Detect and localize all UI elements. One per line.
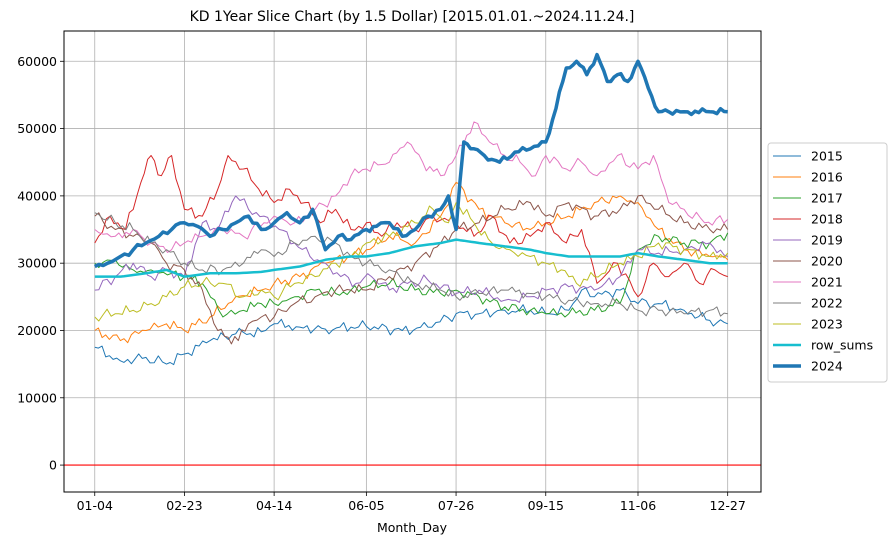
x-axis-label: Month_Day [377, 520, 448, 535]
y-tick-label: 20000 [17, 323, 57, 338]
legend-label: 2019 [811, 233, 843, 248]
x-tick-label: 01-04 [77, 498, 113, 513]
legend-label: 2021 [811, 275, 843, 290]
x-tick-label: 04-14 [256, 498, 292, 513]
series-line-2016 [94, 181, 729, 344]
x-tick-label: 02-23 [166, 498, 202, 513]
series-line-2021 [94, 121, 729, 253]
legend-label: 2020 [811, 254, 843, 269]
series-line-row_sums [94, 238, 728, 278]
x-tick-label: 06-05 [348, 498, 384, 513]
series-line-2023 [94, 202, 729, 322]
legend-label: 2023 [811, 317, 843, 332]
x-tick-label: 07-26 [438, 498, 474, 513]
legend-label: row_sums [811, 338, 873, 353]
chart-title: KD 1Year Slice Chart (by 1.5 Dollar) [20… [190, 9, 635, 25]
legend: 2015 2016 2017 2018 2019 2020 2021 2022 2023 row_… [767, 142, 888, 383]
legend-label: 2018 [811, 212, 843, 227]
y-tick-label: 0 [49, 458, 57, 473]
x-tick-label: 11-06 [620, 498, 656, 513]
series-line-2024 [94, 52, 728, 269]
x-tick-label: 09-15 [528, 498, 564, 513]
y-tick-label: 10000 [17, 390, 57, 405]
y-tick-label: 50000 [17, 121, 57, 136]
y-tick-label: 60000 [17, 54, 57, 69]
legend-label: 2015 [811, 149, 843, 164]
legend-label: 2016 [811, 170, 843, 185]
series-lines [94, 52, 729, 366]
x-axis-ticks: 01-04 02-23 04-14 06-05 07-26 09-15 11-06 12-27 [77, 492, 746, 513]
series-line-2015 [94, 287, 728, 366]
y-tick-label: 40000 [17, 188, 57, 203]
y-tick-label: 30000 [17, 256, 57, 271]
legend-box [767, 142, 888, 383]
legend-label: 2017 [811, 191, 843, 206]
legend-label: 2024 [811, 359, 843, 374]
legend-label: 2022 [811, 296, 843, 311]
series-line-2020 [94, 194, 729, 345]
plot-area-frame [63, 30, 762, 493]
y-axis-ticks: 0 10000 20000 30000 40000 50000 60000 [17, 54, 64, 473]
series-line-2018 [94, 155, 728, 298]
x-tick-label: 12-27 [710, 498, 746, 513]
series-line-2022 [94, 212, 728, 317]
